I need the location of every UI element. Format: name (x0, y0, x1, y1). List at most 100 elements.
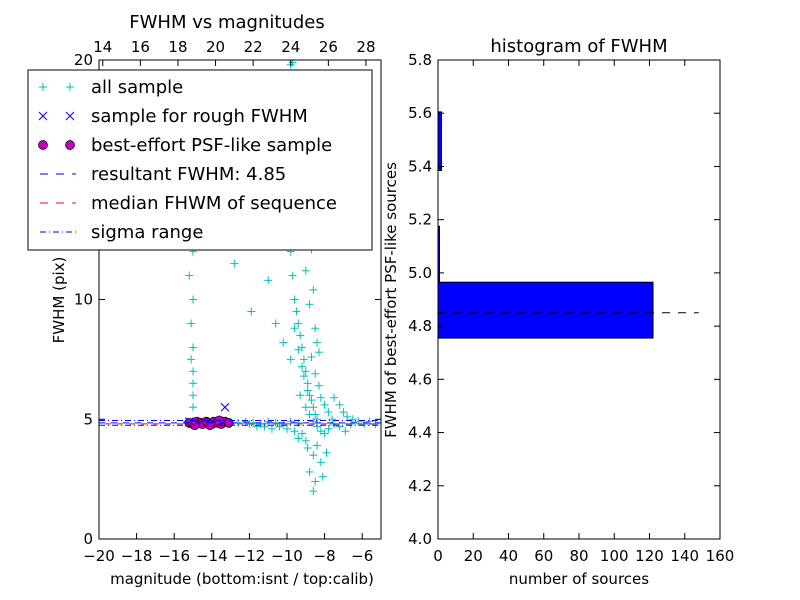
scatter-x-tick-label: −10 (271, 547, 303, 565)
scatter-point-0-75 (328, 415, 337, 424)
scatter-point-0-73 (320, 400, 329, 409)
scatter-point-0-102 (275, 422, 284, 431)
scatter-x-tick-label: −20 (83, 547, 115, 565)
scatter-point-0-96 (322, 448, 331, 457)
scatter-top-tick-label: 20 (206, 38, 225, 56)
histogram-x-tick-label: 80 (569, 547, 588, 565)
scatter-point-0-115 (313, 338, 322, 347)
scatter-point-0-101 (283, 424, 291, 433)
scatter-top-tick-label: 14 (93, 38, 112, 56)
scatter-top-tick-label: 16 (131, 38, 150, 56)
scatter-y-tick-label: 5 (83, 410, 93, 428)
scatter-point-0-72 (316, 393, 325, 402)
scatter-point-0-82 (320, 429, 329, 438)
histogram-x-tick-label: 60 (534, 547, 553, 565)
scatter-point-0-33 (230, 259, 239, 268)
scatter-top-tick-label: 22 (244, 38, 263, 56)
legend-entry-4-label: median FHWM of sequence (91, 193, 337, 214)
legend: all sample sample for rough FWHM best-effo… (27, 69, 373, 251)
scatter-point-0-47 (288, 60, 297, 67)
scatter-point-0-20 (189, 379, 197, 388)
scatter-point-0-117 (330, 393, 338, 402)
scatter-point-0-107 (309, 285, 318, 294)
histogram-x-tick-label: 140 (670, 547, 699, 565)
scatter-point-0-92 (305, 467, 314, 476)
scatter-point-0-94 (309, 487, 318, 496)
scatter-point-1-5-b (220, 402, 230, 412)
histogram-x-tick-label: 100 (600, 547, 629, 565)
scatter-point-0-80 (313, 422, 322, 431)
scatter-x-tick-label: −8 (314, 547, 336, 565)
legend-entry-3: resultant FWHM: 4.85 (40, 164, 286, 185)
legend-entry-0-marker-b (66, 83, 74, 91)
legend-box (27, 69, 373, 251)
scatter-top-tick-label: 18 (168, 38, 187, 56)
histogram-y-tick-label: 5.8 (408, 51, 432, 69)
scatter-point-0-78 (305, 410, 314, 419)
scatter-point-0-97 (290, 427, 299, 436)
scatter-top-tick-label: 28 (356, 38, 375, 56)
scatter-point-1-5 (220, 402, 230, 412)
scatter-point-0-56 (299, 355, 308, 364)
scatter-point-0-51 (290, 295, 299, 304)
scatter-point-0-50 (288, 271, 297, 280)
legend-entry-0-marker-a (39, 83, 47, 91)
scatter-y-tick-label: 0 (83, 530, 93, 548)
histogram-y-tick-label: 5.0 (408, 264, 432, 282)
scatter-point-0-59 (305, 391, 314, 400)
legend-entry-2-marker-a (38, 140, 48, 150)
scatter-point-0-67 (299, 372, 308, 381)
scatter-point-0-86 (341, 427, 350, 436)
scatter-point-0-53 (294, 319, 303, 328)
histogram-plot-area (437, 111, 699, 339)
scatter-point-0-66 (298, 362, 307, 371)
scatter-point-0-105 (252, 422, 261, 431)
scatter-point-0-95 (318, 472, 327, 481)
histogram-y-tick-label: 4.2 (408, 477, 432, 495)
scatter-point-0-89 (309, 451, 318, 460)
scatter-point-0-71 (314, 381, 323, 390)
scatter-point-0-109 (301, 266, 310, 275)
histogram-x-tick-label: 120 (635, 547, 664, 565)
scatter-point-0-40 (286, 355, 295, 364)
scatter-x-tick-label: −14 (196, 547, 228, 565)
scatter-point-0-23 (189, 343, 197, 352)
scatter-y-label: FWHM (pix) (50, 257, 68, 344)
histogram-y-tick-label: 5.6 (408, 104, 432, 122)
histogram-x-tick-label: 20 (464, 547, 483, 565)
scatter-point-0-121 (348, 415, 357, 424)
scatter-point-0-98 (294, 434, 303, 443)
legend-entry-2-marker-b (65, 140, 75, 150)
histogram-y-tick-label: 5.4 (408, 157, 432, 175)
legend-entry-2: best-effort PSF-like sample (38, 135, 332, 156)
histogram-bar-0 (437, 281, 654, 339)
scatter-point-0-76 (296, 391, 305, 400)
scatter-point-0-26 (185, 271, 194, 280)
scatter-top-tick-label: 26 (319, 38, 338, 56)
scatter-x-tick-label: −18 (121, 547, 153, 565)
histogram-y-tick-label: 4.6 (408, 370, 432, 388)
scatter-point-0-108 (305, 300, 314, 309)
scatter-point-0-14 (271, 418, 280, 427)
legend-entry-1: sample for rough FWHM (38, 106, 308, 127)
scatter-point-0-39 (279, 338, 288, 347)
scatter-point-0-90 (313, 441, 322, 450)
scatter-y-tick-label: 10 (74, 291, 93, 309)
scatter-point-0-103 (267, 424, 276, 433)
scatter-plot-area (99, 60, 381, 496)
scatter-point-0-68 (303, 386, 312, 395)
legend-entry-4: median FHWM of sequence (40, 193, 337, 214)
scatter-point-0-64 (290, 324, 299, 333)
histogram-y-label: FWHM of best-effort PSF-like sources (382, 162, 400, 438)
legend-entry-1-marker-a-b (38, 111, 48, 121)
scatter-point-0-119 (339, 408, 348, 417)
legend-entry-1-marker-a (38, 111, 48, 121)
scatter-point-0-57 (301, 367, 310, 376)
legend-entry-1-marker-b (65, 111, 75, 121)
scatter-point-0-100 (301, 436, 310, 445)
legend-entry-5-label: sigma range (91, 222, 203, 243)
scatter-points (99, 60, 381, 496)
scatter-point-0-21 (189, 367, 197, 376)
